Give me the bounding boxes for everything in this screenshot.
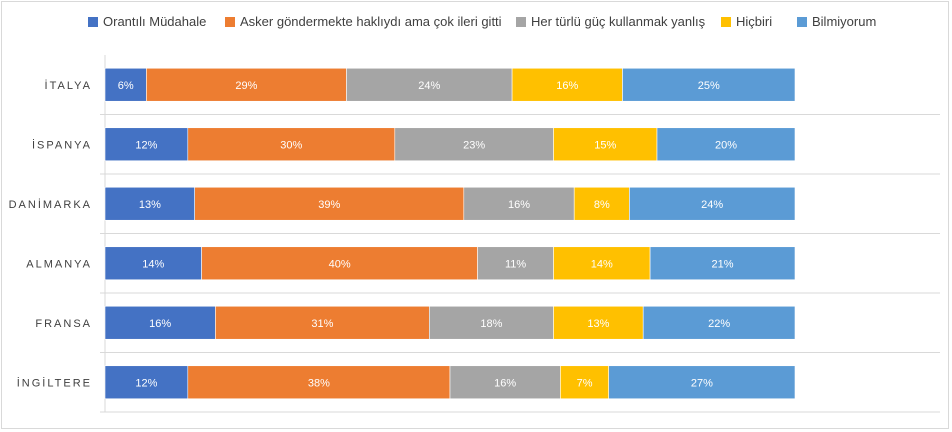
legend-item-asker-gondermekte: Asker göndermekte haklıydı ama çok ileri… [225,14,502,29]
category-label: İTALYA [45,79,92,92]
bar-segment [553,305,644,340]
data-label: 8% [594,199,610,211]
bar-segment [553,246,651,281]
data-label: 29% [235,80,257,92]
legend-swatch [797,16,807,27]
bar-segment [104,365,189,400]
data-label: 16% [556,80,578,92]
bar-segment [146,67,347,102]
bar-segment [477,246,554,281]
data-label: 13% [587,318,609,330]
data-label: 25% [698,80,720,92]
category-label: FRANSA [35,318,92,330]
legend-item-bilmiyorum: Bilmiyorum [797,14,876,29]
legend-swatch [225,16,235,27]
bar-segment [104,246,202,281]
data-label: 20% [715,139,737,151]
data-label: 27% [691,377,713,389]
legend-item-orantili-mudahale: Orantılı Müdahale [88,14,206,29]
data-label: 14% [142,258,164,270]
legend-swatch [516,16,526,27]
data-label: 14% [591,258,613,270]
data-label: 13% [139,199,161,211]
bar-segment [573,186,630,221]
bar-segment [346,67,513,102]
data-label: 7% [577,377,593,389]
legend-item-her-turlu-guc: Her türlü güç kullanmak yanlış [516,14,705,29]
bar-segment [463,186,575,221]
legend-label: Bilmiyorum [812,14,877,29]
bar-segment [187,365,451,400]
data-label: 21% [712,258,734,270]
category-label: İSPANYA [32,138,92,151]
data-label: 12% [135,139,157,151]
bar-segment [649,246,796,281]
legend: Orantılı Müdahale Asker göndermekte hakl… [0,14,952,34]
bar-segment [394,127,554,162]
data-label: 16% [494,377,516,389]
bar-segment [642,305,796,340]
legend-item-hicbiri: Hiçbiri [721,14,772,29]
bar-segment [560,365,610,400]
data-label: 31% [311,318,333,330]
data-label: 16% [508,199,530,211]
data-label: 24% [418,80,440,92]
bar-segment [194,186,465,221]
data-label: 24% [701,199,723,211]
bar-segment [553,127,658,162]
legend-label: Orantılı Müdahale [103,14,207,29]
data-label: 6% [118,80,134,92]
legend-label: Her türlü güç kullanmak yanlış [531,14,706,29]
category-label: İNGİLTERE [17,376,92,389]
bar-segment [201,246,478,281]
bar-segment [629,186,796,221]
data-label: 15% [594,139,616,151]
category-label: DANİMARKA [9,198,92,211]
bar-segment [187,127,396,162]
legend-swatch [721,16,731,27]
bar-segment [215,305,430,340]
bar-segment [104,127,189,162]
data-label: 40% [329,258,351,270]
bar-segment [608,365,796,400]
bar-segment [428,305,554,340]
data-label: 39% [318,199,340,211]
data-label: 12% [135,377,157,389]
data-label: 23% [463,139,485,151]
data-label: 11% [505,258,526,270]
legend-swatch [88,16,98,27]
data-label: 22% [708,318,730,330]
data-label: 18% [480,318,502,330]
bar-segment [656,127,796,162]
bar-segment [449,365,561,400]
legend-label: Hiçbiri [736,14,773,29]
bar-segment [104,305,216,340]
data-label: 16% [149,318,171,330]
bar-segment [511,67,623,102]
bar-segment [622,67,796,102]
data-label: 38% [308,377,330,389]
legend-label: Asker göndermekte haklıydı ama çok ileri… [240,14,502,29]
bar-segment [104,67,147,102]
category-label: ALMANYA [26,258,92,270]
bar-segment [104,186,195,221]
data-label: 30% [280,139,302,151]
